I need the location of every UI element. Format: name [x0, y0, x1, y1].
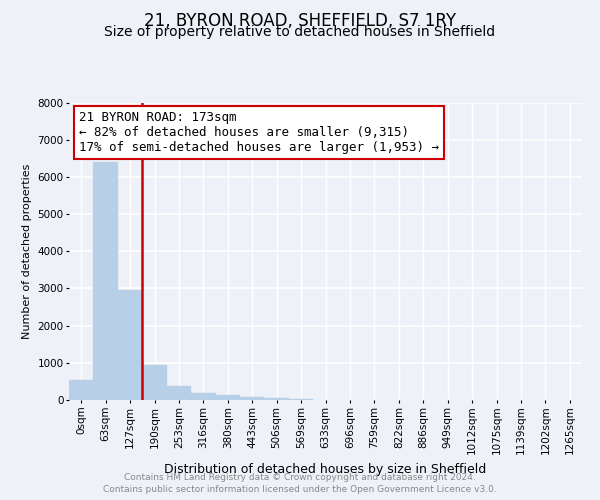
Y-axis label: Number of detached properties: Number of detached properties: [22, 164, 32, 339]
Text: 21, BYRON ROAD, SHEFFIELD, S7 1RY: 21, BYRON ROAD, SHEFFIELD, S7 1RY: [144, 12, 456, 30]
Bar: [69, 380, 94, 400]
Text: 21 BYRON ROAD: 173sqm
← 82% of detached houses are smaller (9,315)
17% of semi-d: 21 BYRON ROAD: 173sqm ← 82% of detached …: [79, 112, 439, 154]
Bar: [265, 398, 289, 400]
X-axis label: Distribution of detached houses by size in Sheffield: Distribution of detached houses by size …: [164, 462, 487, 475]
Bar: [142, 364, 167, 400]
Bar: [94, 162, 118, 400]
Bar: [118, 290, 142, 400]
Text: Contains public sector information licensed under the Open Government Licence v3: Contains public sector information licen…: [103, 485, 497, 494]
Bar: [240, 397, 265, 400]
Text: Contains HM Land Registry data © Crown copyright and database right 2024.: Contains HM Land Registry data © Crown c…: [124, 472, 476, 482]
Bar: [191, 394, 215, 400]
Bar: [215, 396, 240, 400]
Bar: [167, 386, 191, 400]
Text: Size of property relative to detached houses in Sheffield: Size of property relative to detached ho…: [104, 25, 496, 39]
